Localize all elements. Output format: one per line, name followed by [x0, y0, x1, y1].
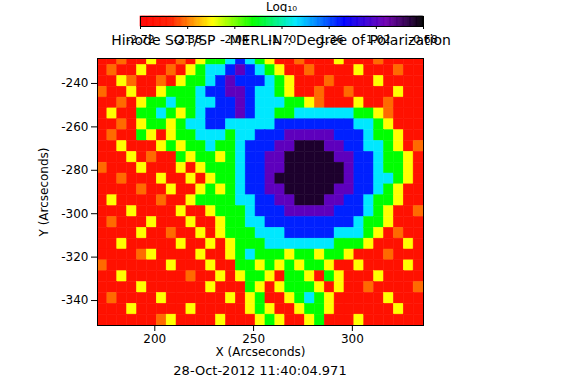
svg-text:-300: -300 — [61, 207, 88, 221]
html-text:Log₁₀: Log₁₀ — [266, 0, 297, 14]
svg-text:300: 300 — [341, 332, 364, 346]
svg-text:-280: -280 — [61, 163, 88, 177]
svg-text:-340: -340 — [61, 293, 88, 307]
svg-text:-260: -260 — [61, 120, 88, 134]
svg-text:-320: -320 — [61, 250, 88, 264]
html-text:28-Oct-2012 11:40:04.971: 28-Oct-2012 11:40:04.971 — [173, 363, 347, 378]
svg-text:250: 250 — [242, 332, 265, 346]
html-text:Hinode SOT/SP - MERLIN : Degre: Hinode SOT/SP - MERLIN : Degree of Polar… — [111, 32, 451, 48]
svg-text:X (Arcseconds): X (Arcseconds) — [216, 345, 306, 359]
svg-text:-240: -240 — [61, 76, 88, 90]
svg-text:200: 200 — [143, 332, 166, 346]
svg-text:Y (Arcseconds): Y (Arcseconds) — [37, 147, 51, 237]
